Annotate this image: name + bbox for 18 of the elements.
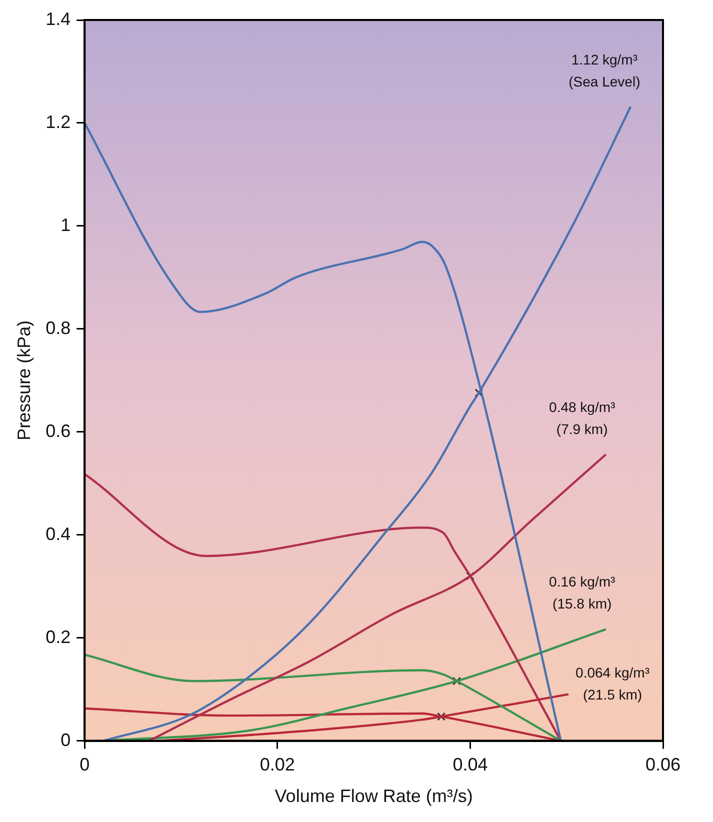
series-label: 0.48 kg/m³ (7.9 km) [549, 398, 616, 437]
x-axis-title: Volume Flow Rate (m³/s) [274, 786, 473, 806]
y-tick-label: 0.4 [46, 524, 71, 544]
y-tick-label: 0.8 [46, 318, 71, 338]
y-axis-title: Pressure (kPa) [14, 320, 34, 440]
y-tick-label: 1.2 [46, 112, 71, 132]
x-tick-label: 0.02 [260, 754, 295, 775]
y-tick-label: 0.2 [46, 626, 71, 647]
x-tick-label: 0.04 [452, 754, 488, 775]
y-tick-label: 1.4 [46, 8, 71, 29]
y-tick-label: 0.6 [46, 420, 71, 441]
series-label: 0.16 kg/m³ (15.8 km) [549, 573, 616, 612]
x-tick-label: 0 [80, 754, 90, 775]
y-tick-label: 0 [60, 730, 71, 750]
series-label: 0.064 kg/m³ (21.5 km) [576, 664, 650, 702]
y-tick-label: 1 [60, 214, 71, 235]
x-tick-label: 0.06 [645, 754, 681, 775]
series-label: 1.12 kg/m³ (Sea Level) [568, 51, 640, 90]
